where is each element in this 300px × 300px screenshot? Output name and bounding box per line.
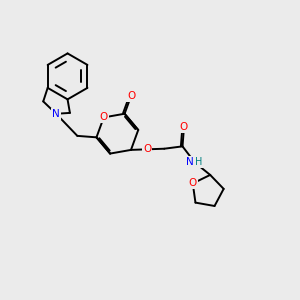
Text: O: O <box>143 144 151 154</box>
Text: N: N <box>186 157 194 167</box>
Text: H: H <box>195 157 202 167</box>
Text: N: N <box>52 109 60 119</box>
Text: O: O <box>127 91 135 101</box>
Text: O: O <box>189 178 197 188</box>
Text: O: O <box>180 122 188 132</box>
Text: O: O <box>100 112 108 122</box>
